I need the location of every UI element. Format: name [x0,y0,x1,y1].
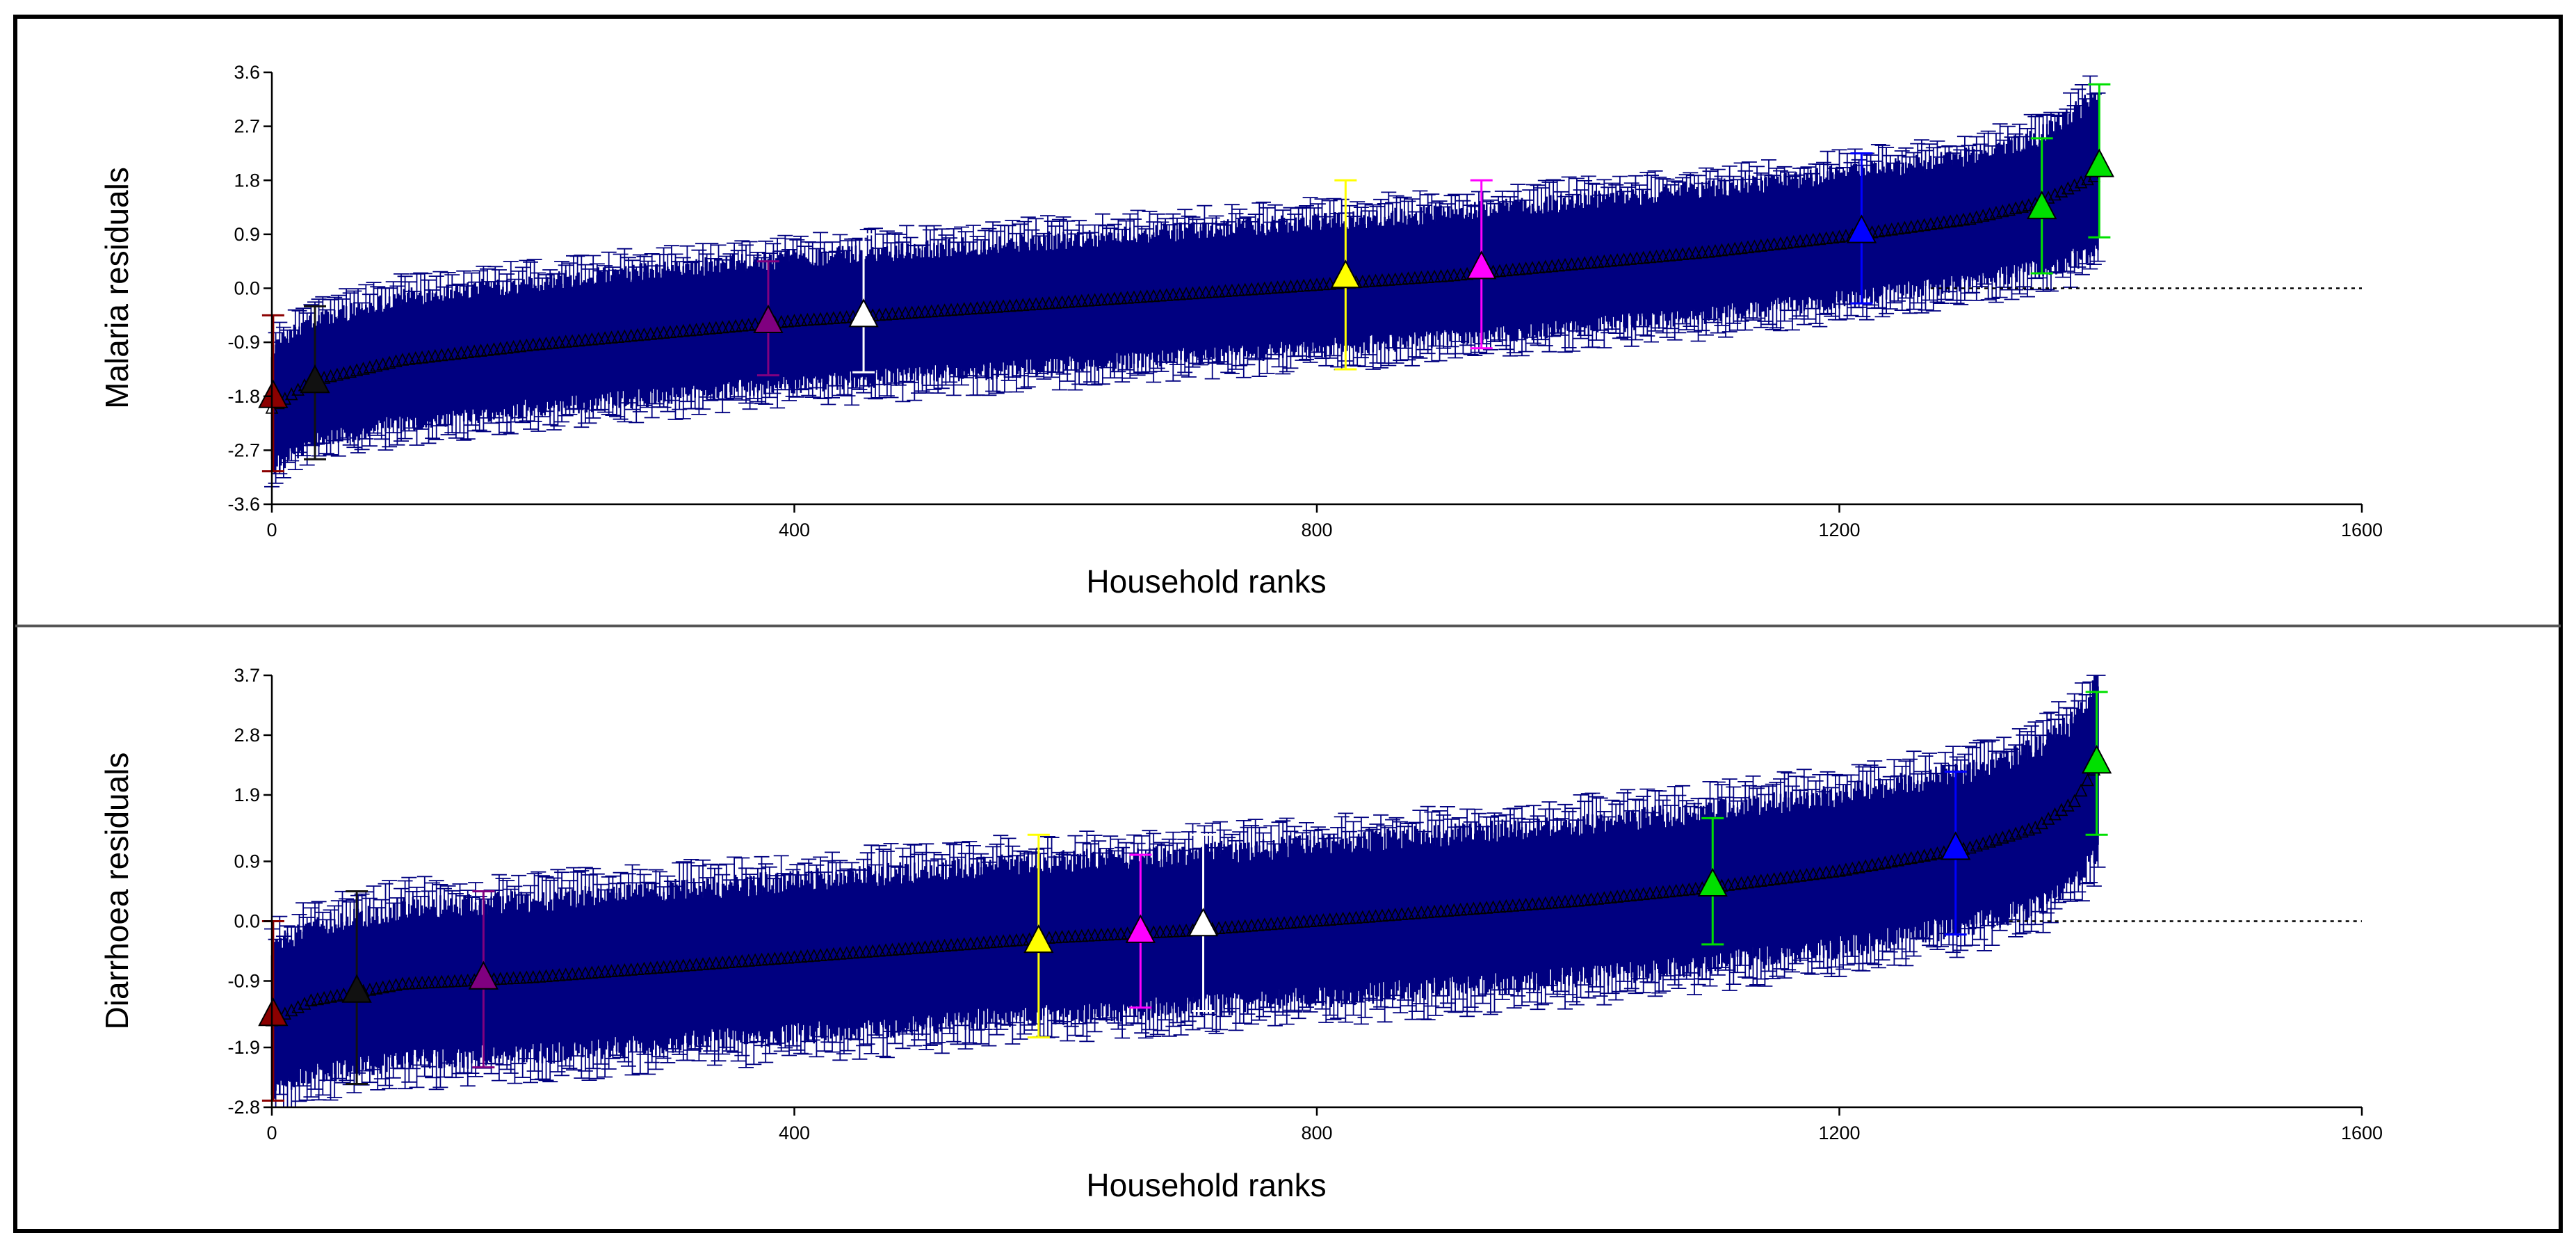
highlighted-household-5 [1466,179,1497,350]
y-tick-label: 0.9 [234,851,260,872]
x-tick-label: 400 [779,520,810,540]
highlighted-household-6 [1697,817,1728,946]
highlight-triangle-marker [1188,908,1219,937]
y-tick-label: -0.9 [227,332,260,353]
x-tick-label: 1600 [2341,520,2383,540]
y-axis-title: Diarrhoea residuals [99,753,135,1030]
y-tick-label: -3.6 [227,494,260,515]
highlight-triangle-marker [1125,914,1156,943]
y-tick-label: 3.6 [234,62,260,83]
x-axis-title: Household ranks [1086,563,1326,600]
x-tick-label: 800 [1301,520,1332,540]
highlight-triangle-marker [1697,867,1728,897]
y-tick-label: -1.9 [227,1037,260,1058]
y-tick-label: 0.9 [234,224,260,245]
highlight-triangle-marker [753,304,784,333]
malaria-residuals-panel: -3.6 -2.7 -1.8 -0.9 0.0 0.9 1.8 2.7 3.6 0 400 800 12… [99,62,2383,600]
x-tick-label: 1200 [1818,1123,1860,1143]
highlight-triangle-marker [468,960,499,990]
x-tick-label: 0 [266,1123,277,1143]
highlight-triangle-marker [300,364,330,394]
highlight-triangle-marker [848,298,879,328]
highlighted-household-1 [300,305,330,460]
highlighted-household-0 [258,314,289,473]
highlighted-household-7 [1941,771,1971,936]
highlighted-household-4 [1125,853,1156,1009]
highlighted-household-0 [258,919,289,1102]
highlighted-household-8 [2081,691,2112,836]
y-tick-label: -1.8 [227,386,260,407]
highlighted-household-6 [1846,152,1877,305]
y-tick-label: 2.8 [234,725,260,746]
highlighted-household-8 [2084,83,2115,239]
y-tick-label: 1.9 [234,785,260,805]
highlighted-households [258,83,2115,473]
y-tick-label: -0.9 [227,970,260,991]
x-tick-label: 0 [266,520,277,540]
y-tick-label: 3.7 [234,665,260,686]
highlighted-household-4 [1330,179,1361,371]
highlight-triangle-marker [258,379,289,408]
highlight-triangle-marker [2084,148,2115,177]
highlight-triangle-marker [2081,745,2112,774]
highlighted-household-5 [1188,833,1219,1012]
y-tick-label: 1.8 [234,170,260,191]
y-tick-label: 2.7 [234,116,260,137]
x-tick-label: 1200 [1818,520,1860,540]
highlight-triangle-marker [2027,190,2057,220]
highlighted-household-2 [753,260,784,377]
highlighted-household-3 [1023,833,1054,1039]
highlight-triangle-marker [1941,831,1971,860]
highlighted-households [258,691,2112,1102]
highlight-triangle-marker [1466,250,1497,280]
highlighted-household-2 [468,890,499,1069]
highlight-triangle-marker [1023,924,1054,954]
highlighted-household-7 [2027,137,2057,275]
highlight-triangle-marker [341,974,372,1003]
highlighted-household-3 [848,233,879,373]
highlight-triangle-marker [258,997,289,1027]
y-tick-label: -2.7 [227,440,260,460]
x-tick-label: 800 [1301,1123,1332,1143]
highlight-triangle-marker [1330,259,1361,289]
x-tick-label: 1600 [2341,1123,2383,1143]
axes: -2.8 -1.9 -0.9 0.0 0.9 1.9 2.8 3.7 0 400 800 1200 16… [227,665,2383,1143]
x-tick-label: 400 [779,1123,810,1143]
y-tick-label: 0.0 [234,278,260,299]
x-axis-title: Household ranks [1086,1167,1326,1203]
diarrhoea-residuals-panel: -2.8 -1.9 -0.9 0.0 0.9 1.9 2.8 3.7 0 400 800 1200 16… [99,665,2383,1203]
axes: -3.6 -2.7 -1.8 -0.9 0.0 0.9 1.8 2.7 3.6 0 400 800 12… [227,62,2383,540]
highlighted-household-1 [341,890,372,1086]
figure-frame [13,15,2563,1233]
y-tick-label: 0.0 [234,910,260,931]
y-axis-title: Malaria residuals [99,167,135,409]
highlight-triangle-marker [1846,214,1877,243]
y-tick-label: -2.8 [227,1097,260,1118]
